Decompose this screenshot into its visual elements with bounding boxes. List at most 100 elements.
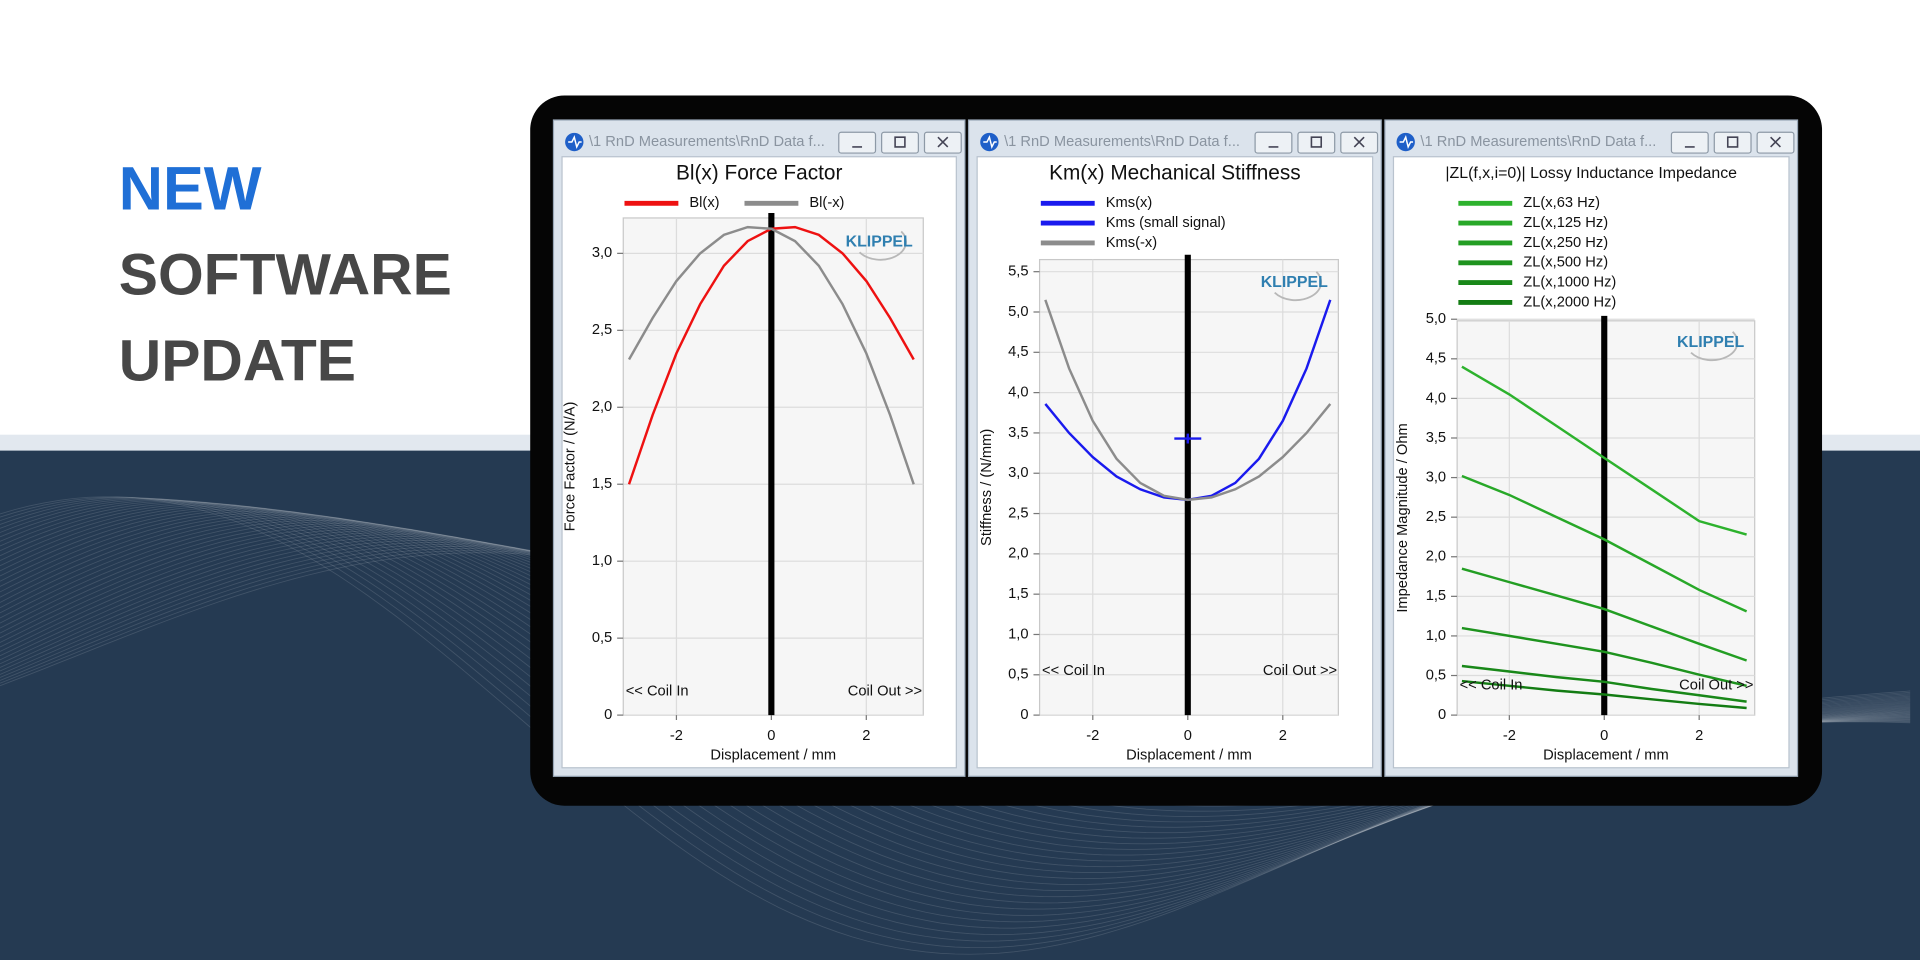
window-button-glyph (1770, 136, 1781, 148)
legend-label: ZL(x,2000 Hz) (1523, 294, 1616, 310)
window-title: \1 RnD Measurements\RnD Data f... (589, 134, 825, 150)
x-tick-label: 2 (1695, 728, 1703, 744)
y-tick-label: 0,5 (1426, 667, 1446, 683)
x-tick-label: 2 (1279, 728, 1287, 744)
window-button[interactable] (1254, 131, 1293, 154)
window-button-glyph (937, 136, 949, 148)
x-axis-label: Displacement / mm (710, 747, 836, 763)
window-icon-glyph (1399, 135, 1414, 150)
y-tick-label: 1,0 (592, 553, 612, 569)
window: \1 RnD Measurements\RnD Data f... Km(x) M… (967, 119, 1382, 777)
window-icon-glyph (568, 135, 582, 150)
y-axis-label: Force Factor / (N/A) (562, 402, 578, 532)
series-line (1044, 299, 1332, 502)
series-line (1461, 567, 1748, 662)
y-tick-label: 4,5 (1426, 351, 1446, 367)
y-tick-label: 1,0 (1008, 626, 1028, 642)
y-tick-label: 1,5 (592, 476, 612, 492)
y-tick-label: 0,5 (1008, 667, 1028, 683)
window-button-glyph (1353, 136, 1365, 148)
window-title: \1 RnD Measurements\RnD Data f... (1420, 134, 1656, 150)
chart-title: |ZL(f,x,i=0)| Lossy Inductance Impedance (1445, 165, 1737, 182)
y-tick-label: 3,0 (1008, 465, 1028, 481)
y-tick-label: 0 (1020, 707, 1028, 723)
chart-title: Km(x) Mechanical Stiffness (1049, 161, 1301, 184)
window-button-glyph (1726, 136, 1739, 148)
x-tick-label: -2 (1503, 728, 1516, 744)
y-tick-label: 4,0 (1426, 390, 1446, 406)
annotation: Coil Out >> (848, 684, 922, 700)
y-tick-label: 2,0 (592, 399, 612, 415)
y-tick-label: 4,0 (1008, 384, 1028, 400)
headline: UPDATE (119, 328, 356, 393)
y-tick-label: 2,0 (1008, 546, 1028, 562)
y-tick-label: 5,0 (1426, 311, 1446, 327)
y-tick-label: 3,5 (1008, 425, 1028, 441)
headline: SOFTWARE (119, 243, 452, 308)
logo-arc (1274, 271, 1323, 302)
legend-label: ZL(x,250 Hz) (1523, 235, 1608, 251)
y-tick-label: 4,5 (1008, 344, 1028, 360)
legend-label: ZL(x,1000 Hz) (1523, 274, 1616, 290)
y-axis-label: Stiffness / (N/mm) (979, 429, 995, 546)
y-tick-label: 5,0 (1008, 304, 1028, 320)
annotation: << Coil In (1042, 663, 1105, 679)
annotation: Coil Out >> (1679, 678, 1753, 694)
logo: KLIPPEL (1261, 274, 1328, 291)
y-tick-label: 0,5 (592, 630, 612, 646)
window-title: \1 RnD Measurements\RnD Data f... (1004, 134, 1240, 150)
series-line (1461, 365, 1747, 536)
window-icon (565, 132, 584, 152)
annotation: << Coil In (626, 684, 689, 700)
legend-label: ZL(x,125 Hz) (1523, 215, 1608, 231)
marker (1174, 433, 1202, 444)
window-button[interactable] (1297, 131, 1336, 154)
x-tick-label: 0 (1184, 728, 1192, 744)
logo-arc (1690, 331, 1739, 362)
y-tick-label: 5,5 (1008, 264, 1028, 280)
x-tick-label: 2 (862, 728, 870, 744)
legend-label: ZL(x,500 Hz) (1523, 255, 1608, 271)
y-tick-label: 1,5 (1426, 588, 1446, 604)
y-tick-label: 3,0 (592, 245, 612, 261)
x-tick-label: -2 (1086, 728, 1099, 744)
window-button-glyph (1310, 136, 1323, 148)
window-button-glyph (894, 136, 906, 148)
y-tick-label: 2,5 (592, 322, 612, 338)
y-tick-label: 0 (1438, 707, 1446, 723)
series-line (627, 225, 915, 485)
legend-label: Kms(-x) (1106, 235, 1157, 251)
annotation: Coil Out >> (1263, 663, 1337, 679)
window-icon (980, 132, 999, 152)
y-tick-label: 2,5 (1426, 509, 1446, 525)
y-tick-label: 1,5 (1008, 586, 1028, 602)
x-tick-label: 0 (767, 728, 775, 744)
y-tick-label: 3,0 (1426, 469, 1446, 485)
annotation: << Coil In (1460, 678, 1523, 694)
window-button[interactable] (881, 131, 919, 154)
window: \1 RnD Measurements\RnD Data f... Bl(x) F… (552, 119, 966, 777)
series-line (1461, 679, 1747, 710)
series-line (1461, 664, 1747, 703)
x-axis-label: Displacement / mm (1543, 747, 1669, 763)
window-button[interactable] (838, 131, 877, 154)
logo-arc (858, 230, 907, 261)
window-icon-glyph (983, 135, 997, 150)
y-tick-label: 1,0 (1426, 628, 1446, 644)
y-axis-label: Impedance Magnitude / Ohm (1395, 423, 1411, 612)
legend-label: Kms (small signal) (1106, 215, 1226, 231)
headline: NEW (119, 155, 262, 223)
x-axis-label: Displacement / mm (1126, 747, 1252, 763)
window-button[interactable] (1713, 131, 1752, 154)
legend-label: Kms(x) (1106, 195, 1153, 211)
y-tick-label: 2,5 (1008, 505, 1028, 521)
logo: KLIPPEL (1677, 334, 1744, 351)
series-line (1461, 474, 1748, 613)
window: \1 RnD Measurements\RnD Data f... |ZL(f,x… (1384, 119, 1799, 777)
y-tick-label: 3,5 (1426, 430, 1446, 446)
window-icon (1396, 132, 1415, 152)
window-button[interactable] (1670, 131, 1709, 154)
series-line (1461, 626, 1747, 688)
